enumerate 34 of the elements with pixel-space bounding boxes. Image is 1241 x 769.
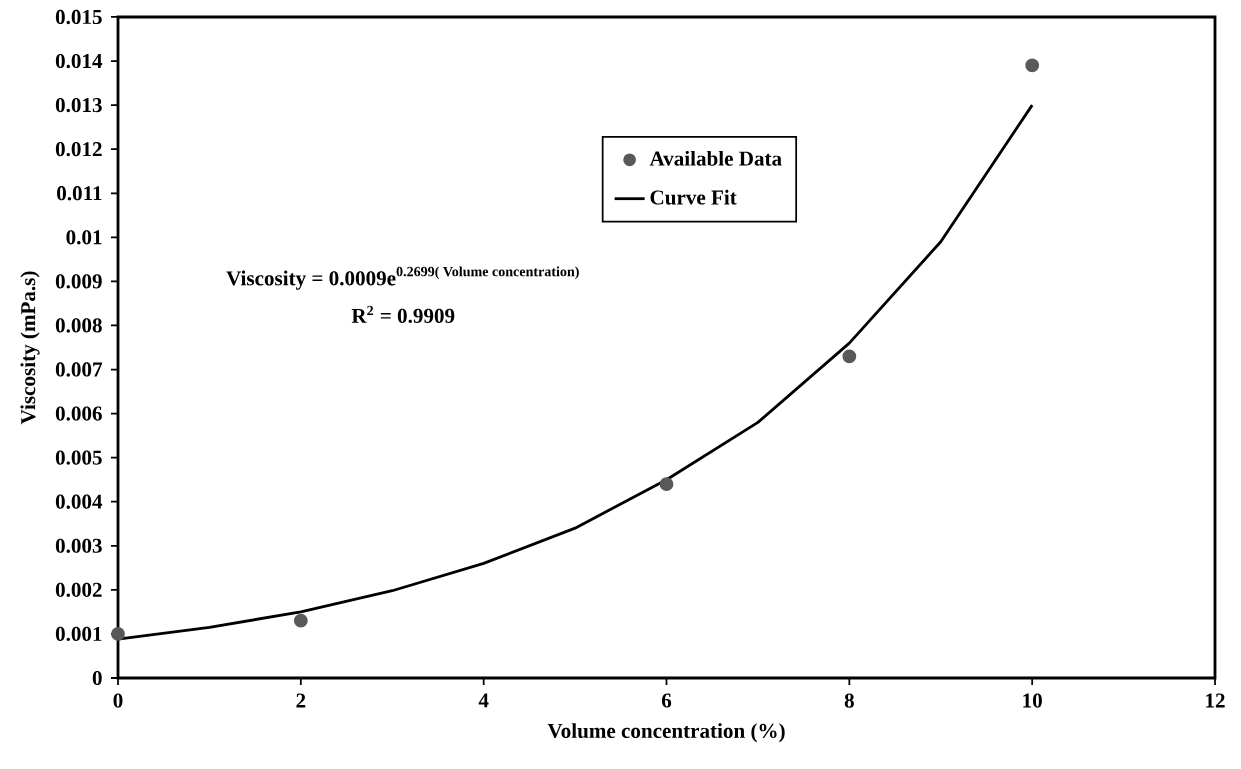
point <box>293 613 308 628</box>
x-tick-label: 8 <box>844 693 854 708</box>
point <box>659 477 674 492</box>
y-tick-label: 0.009 <box>55 274 102 289</box>
y-tick-label: 0.011 <box>57 186 102 201</box>
x-tick-label: 12 <box>1206 693 1225 708</box>
x-tick-label: 4 <box>478 693 489 708</box>
y-tick-label: 0.004 <box>55 494 103 509</box>
annotation: R$^{2}$ = 0.9909 <box>351 305 455 324</box>
point <box>842 349 857 364</box>
y-tick-label: 0.014 <box>55 53 103 69</box>
annotation: $\text{Viscosity = 0.0009e}^{\text{0.2699( Volume concentration)}}$ <box>226 266 579 290</box>
y-tick-label: 0.012 <box>55 142 102 157</box>
y-tick-label: 0.005 <box>55 450 102 465</box>
y-tick-label: 0 <box>92 670 102 686</box>
point <box>1025 58 1040 73</box>
x-axis-title: Volume concentration (%) <box>547 723 785 743</box>
y-tick-label: 0.01 <box>66 230 102 245</box>
x-tick-label: 6 <box>661 693 672 708</box>
x-tick-label: 0 <box>113 693 123 708</box>
x-tick-label: 10 <box>1023 693 1042 708</box>
x-tick-label: 2 <box>296 693 306 708</box>
y-tick-label: 0.013 <box>55 97 102 113</box>
y-tick-label: 0.002 <box>55 582 102 598</box>
point <box>111 627 125 641</box>
y-tick-label: 0.007 <box>55 362 103 377</box>
y-tick-label: 0.015 <box>55 9 102 25</box>
y-tick-label: 0.006 <box>55 406 102 421</box>
y-axis-title: Viscosity (mPa.s) <box>20 271 40 425</box>
legend-label: Available Data <box>649 150 782 166</box>
y-tick-label: 0.001 <box>55 626 102 642</box>
y-tick-label: 0.003 <box>55 538 102 553</box>
legend-label: Curve Fit <box>650 189 737 205</box>
y-tick-label: 0.008 <box>55 318 102 333</box>
